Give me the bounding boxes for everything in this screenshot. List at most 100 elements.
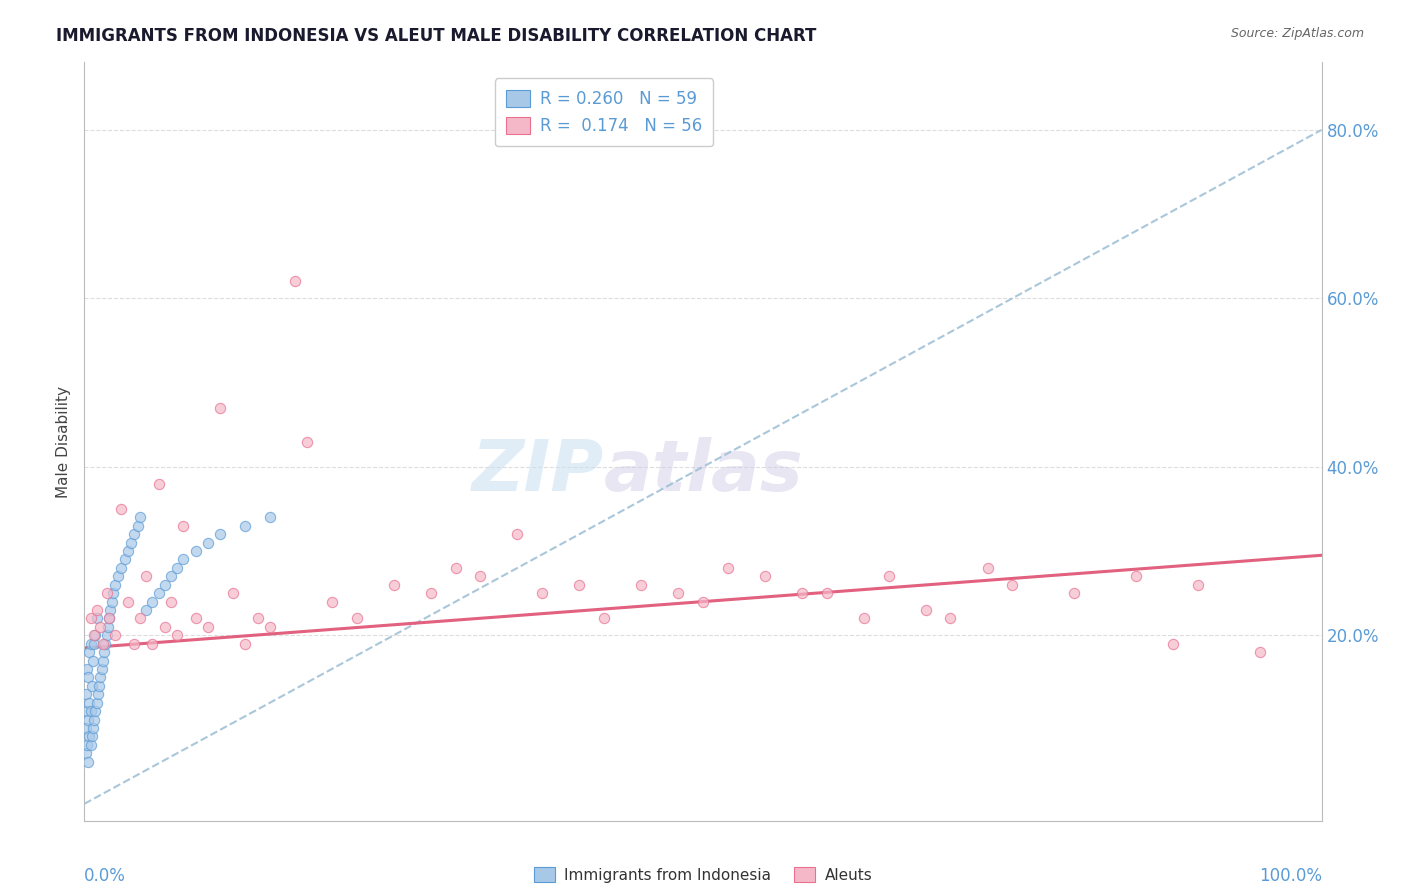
- Point: [117, 594, 139, 608]
- Point: [122, 637, 145, 651]
- Point: [284, 275, 307, 289]
- Point: [153, 578, 176, 592]
- Point: [96, 628, 118, 642]
- Point: [110, 502, 132, 516]
- Point: [172, 552, 194, 566]
- Point: [939, 611, 962, 625]
- Point: [104, 578, 127, 592]
- Point: [754, 569, 776, 583]
- Text: Source: ZipAtlas.com: Source: ZipAtlas.com: [1230, 27, 1364, 40]
- Point: [197, 620, 219, 634]
- Point: [107, 569, 129, 583]
- Point: [82, 721, 104, 735]
- Point: [209, 401, 232, 415]
- Point: [172, 518, 194, 533]
- Point: [93, 645, 115, 659]
- Point: [222, 586, 245, 600]
- Point: [90, 662, 112, 676]
- Point: [129, 510, 152, 524]
- Point: [79, 637, 101, 651]
- Point: [160, 569, 183, 583]
- Point: [83, 628, 105, 642]
- Point: [976, 561, 998, 575]
- Text: 100.0%: 100.0%: [1258, 867, 1322, 885]
- Point: [135, 603, 157, 617]
- Point: [914, 603, 936, 617]
- Point: [120, 535, 142, 549]
- Point: [94, 637, 117, 651]
- Point: [630, 578, 652, 592]
- Point: [568, 578, 591, 592]
- Point: [666, 586, 689, 600]
- Point: [79, 704, 101, 718]
- Point: [321, 594, 343, 608]
- Point: [1249, 645, 1271, 659]
- Point: [79, 645, 101, 659]
- Point: [79, 696, 101, 710]
- Point: [506, 527, 529, 541]
- Point: [89, 620, 111, 634]
- Point: [1125, 569, 1147, 583]
- Point: [141, 594, 163, 608]
- Point: [117, 544, 139, 558]
- Point: [233, 518, 256, 533]
- Point: [259, 620, 281, 634]
- Point: [110, 561, 132, 575]
- Point: [76, 704, 98, 718]
- Point: [86, 611, 108, 625]
- Point: [1063, 586, 1085, 600]
- Point: [77, 713, 100, 727]
- Point: [1187, 578, 1209, 592]
- Point: [197, 535, 219, 549]
- Point: [1001, 578, 1024, 592]
- Point: [77, 670, 100, 684]
- Point: [80, 730, 103, 744]
- Point: [84, 704, 107, 718]
- Point: [89, 679, 111, 693]
- Point: [153, 620, 176, 634]
- Point: [470, 569, 492, 583]
- Point: [166, 628, 188, 642]
- Point: [877, 569, 900, 583]
- Point: [160, 594, 183, 608]
- Point: [1161, 637, 1184, 651]
- Text: ZIP: ZIP: [472, 437, 605, 507]
- Point: [166, 561, 188, 575]
- Point: [259, 510, 281, 524]
- Point: [98, 611, 121, 625]
- Point: [98, 603, 121, 617]
- Point: [148, 586, 170, 600]
- Point: [531, 586, 554, 600]
- Legend: Immigrants from Indonesia, Aleuts: Immigrants from Indonesia, Aleuts: [527, 861, 879, 888]
- Point: [184, 544, 207, 558]
- Point: [852, 611, 875, 625]
- Point: [382, 578, 405, 592]
- Point: [86, 696, 108, 710]
- Point: [790, 586, 813, 600]
- Point: [209, 527, 232, 541]
- Point: [79, 611, 101, 625]
- Point: [82, 654, 104, 668]
- Point: [98, 611, 121, 625]
- Point: [233, 637, 256, 651]
- Y-axis label: Male Disability: Male Disability: [56, 385, 72, 498]
- Text: IMMIGRANTS FROM INDONESIA VS ALEUT MALE DISABILITY CORRELATION CHART: IMMIGRANTS FROM INDONESIA VS ALEUT MALE …: [56, 27, 817, 45]
- Point: [77, 755, 100, 769]
- Point: [246, 611, 269, 625]
- Point: [76, 738, 98, 752]
- Point: [97, 620, 120, 634]
- Point: [444, 561, 467, 575]
- Point: [91, 637, 114, 651]
- Point: [135, 569, 157, 583]
- Point: [129, 611, 152, 625]
- Point: [184, 611, 207, 625]
- Point: [79, 730, 101, 744]
- Point: [87, 687, 110, 701]
- Point: [717, 561, 740, 575]
- Point: [122, 527, 145, 541]
- Point: [148, 476, 170, 491]
- Point: [83, 713, 105, 727]
- Point: [419, 586, 441, 600]
- Point: [101, 586, 124, 600]
- Point: [593, 611, 616, 625]
